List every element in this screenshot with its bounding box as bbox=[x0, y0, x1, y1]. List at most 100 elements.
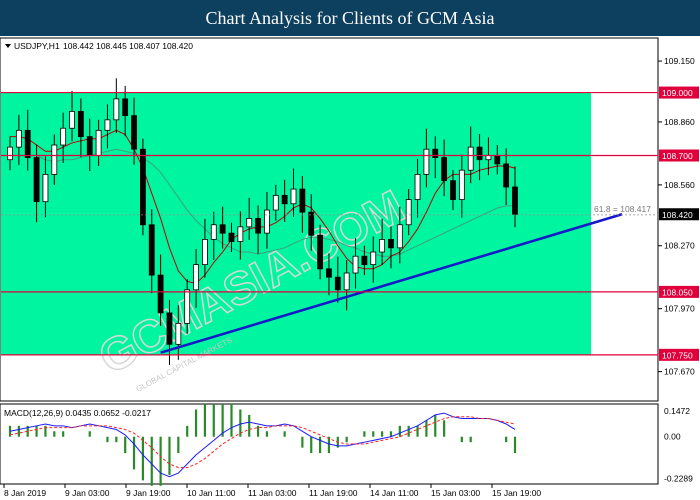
candle bbox=[476, 134, 483, 181]
candle bbox=[113, 78, 120, 133]
trendline-layer bbox=[160, 213, 623, 354]
candle bbox=[308, 194, 315, 251]
candle bbox=[317, 224, 323, 280]
time-tick-label: 15 Jan 03:00 bbox=[431, 488, 480, 498]
candle bbox=[255, 205, 261, 254]
candle bbox=[441, 139, 448, 197]
candle bbox=[104, 104, 111, 149]
symbol-label: USDJPY,H1 bbox=[14, 41, 60, 51]
macd-label: MACD(12,26,9) 0.0435 0.0652 -0.0217 bbox=[4, 408, 151, 418]
candle bbox=[396, 206, 403, 264]
candle bbox=[334, 256, 341, 303]
candle bbox=[237, 211, 244, 260]
candle bbox=[51, 134, 58, 185]
candle bbox=[512, 166, 518, 228]
slow-moving-average-line bbox=[10, 148, 515, 257]
price-tick-label: 108.560 bbox=[664, 180, 695, 190]
candle bbox=[139, 138, 146, 236]
ascending-trendline bbox=[160, 213, 623, 354]
moving-averages-layer bbox=[10, 129, 516, 285]
macd-tick-label: -0.2289 bbox=[664, 473, 693, 483]
candle bbox=[370, 236, 377, 283]
candle bbox=[343, 259, 350, 311]
macd-tick-label: 0.1472 bbox=[664, 406, 690, 416]
candle bbox=[122, 85, 129, 137]
candle bbox=[15, 114, 22, 166]
candle bbox=[450, 170, 456, 211]
candle bbox=[7, 136, 13, 171]
level-price-label: 108.700 bbox=[662, 151, 693, 161]
candle bbox=[414, 158, 421, 218]
candle bbox=[131, 97, 137, 165]
fast-moving-average-line bbox=[10, 129, 516, 285]
candle bbox=[272, 184, 279, 221]
macd-line bbox=[9, 412, 516, 478]
candle bbox=[467, 126, 474, 184]
candle bbox=[33, 144, 40, 223]
candle bbox=[423, 128, 430, 188]
time-tick-label: 9 Jan 03:00 bbox=[65, 488, 110, 498]
candle bbox=[246, 197, 253, 240]
time-tick-label: 10 Jan 11:00 bbox=[187, 488, 236, 498]
price-tick-label: 107.970 bbox=[664, 304, 695, 314]
level-price-tag bbox=[659, 149, 699, 162]
time-tick-label: 11 Jan 19:00 bbox=[309, 488, 358, 498]
candle bbox=[379, 218, 386, 266]
candle bbox=[432, 136, 439, 179]
collapse-triangle-icon[interactable] bbox=[5, 44, 11, 48]
time-tick-label: 9 Jan 19:00 bbox=[126, 488, 171, 498]
fib-label: 61.8 = 108.417 bbox=[594, 204, 651, 214]
candle bbox=[264, 192, 270, 249]
candle bbox=[405, 189, 412, 236]
price-tick-label: 108.860 bbox=[664, 117, 695, 127]
price-tick-label: 108.270 bbox=[664, 241, 695, 251]
level-price-tag bbox=[659, 86, 699, 99]
candlesticks-layer bbox=[7, 78, 518, 365]
time-tick-label: 15 Jan 19:00 bbox=[492, 488, 541, 498]
time-axis: 8 Jan 2019 9 Jan 03:00 9 Jan 19:00 10 Jan 1… bbox=[3, 484, 541, 498]
level-price-tag bbox=[659, 348, 699, 361]
macd-axis: 0.1472 0.00 -0.2289 bbox=[664, 406, 693, 483]
candle bbox=[326, 253, 332, 296]
level-price-tag bbox=[659, 285, 699, 298]
price-tick-label: 107.670 bbox=[664, 367, 695, 377]
candle bbox=[281, 179, 288, 222]
candle bbox=[219, 206, 226, 249]
signal-line bbox=[9, 416, 516, 469]
time-tick-label: 8 Jan 2019 bbox=[4, 488, 46, 498]
candle bbox=[148, 209, 155, 294]
candle bbox=[290, 168, 297, 217]
current-price-label: 108.420 bbox=[662, 210, 693, 220]
macd-tick-label: 0.00 bbox=[664, 432, 681, 442]
level-price-label: 109.000 bbox=[662, 88, 693, 98]
ohlc-label: 108.442 108.445 108.407 108.420 bbox=[63, 41, 193, 51]
candle bbox=[60, 112, 67, 164]
candle bbox=[503, 148, 510, 206]
current-price-tag bbox=[659, 208, 699, 221]
candle bbox=[166, 299, 173, 365]
page-header: Chart Analysis for Clients of GCM Asia bbox=[0, 0, 700, 36]
candle bbox=[388, 226, 394, 269]
candle bbox=[361, 245, 368, 276]
candle bbox=[157, 254, 164, 326]
level-price-label: 107.750 bbox=[662, 350, 693, 360]
time-tick-label: 14 Jan 11:00 bbox=[370, 488, 419, 498]
candle bbox=[184, 279, 191, 334]
candle bbox=[193, 249, 199, 308]
level-price-label: 108.050 bbox=[662, 287, 693, 297]
price-axis: 109.150 108.860 108.560 108.270 107.970 107.6… bbox=[658, 56, 695, 377]
candle bbox=[210, 211, 217, 260]
price-levels-layer: 109.000 108.700 108.050 107.750 61.8 = 108.4… bbox=[1, 86, 699, 361]
candle bbox=[202, 218, 208, 278]
candle bbox=[299, 176, 306, 233]
candle bbox=[69, 90, 75, 142]
time-tick-label: 11 Jan 03:00 bbox=[248, 488, 297, 498]
price-tick-label: 109.150 bbox=[664, 56, 695, 66]
candle bbox=[77, 98, 84, 158]
header-title: Chart Analysis for Clients of GCM Asia bbox=[205, 8, 495, 28]
candle bbox=[352, 238, 359, 289]
candle bbox=[228, 222, 235, 253]
macd-layer bbox=[8, 404, 517, 486]
candle bbox=[458, 154, 465, 218]
